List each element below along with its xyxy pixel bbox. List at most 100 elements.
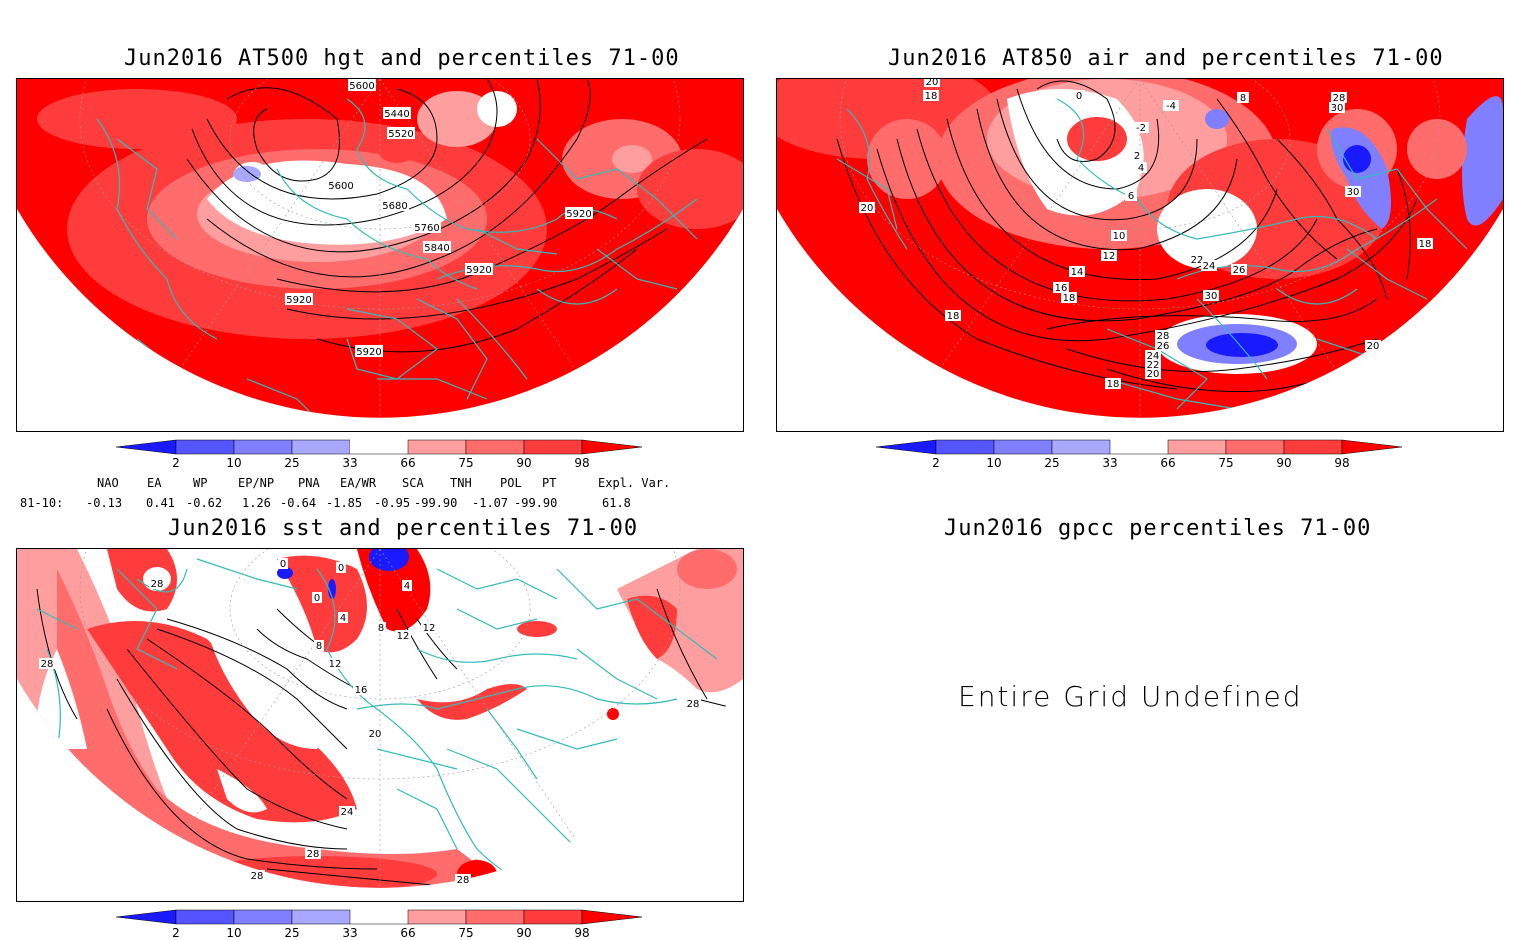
- svg-text:26: 26: [1233, 265, 1246, 276]
- colorbar-tick: 33: [342, 926, 357, 940]
- colorbar-tick: 90: [516, 456, 531, 470]
- svg-text:5520: 5520: [388, 129, 413, 140]
- index-value: 0.41: [146, 496, 175, 510]
- svg-text:28: 28: [151, 579, 164, 590]
- svg-text:-2: -2: [1136, 123, 1146, 134]
- contour-label: 5600: [327, 179, 355, 192]
- colorbar-tick: 66: [1160, 456, 1175, 470]
- contour-label: 5440: [383, 107, 411, 120]
- contour-label: 5920: [355, 345, 383, 358]
- index-value: -0.13: [86, 496, 123, 510]
- svg-text:28: 28: [1157, 331, 1170, 342]
- colorbar-tick: 98: [574, 926, 589, 940]
- svg-text:28: 28: [251, 871, 264, 882]
- colorbar-tick: 2: [172, 456, 180, 470]
- svg-text:0: 0: [338, 563, 344, 574]
- svg-text:5680: 5680: [382, 201, 407, 212]
- colorbar-tick: 2: [932, 456, 940, 470]
- svg-text:0: 0: [314, 593, 320, 604]
- svg-text:4: 4: [404, 581, 410, 592]
- colorbar-hgt500: 2 10 25 33 66 75 90 98: [115, 439, 646, 470]
- colorbar-tick: 25: [284, 456, 299, 470]
- svg-text:4: 4: [340, 613, 346, 624]
- undefined-grid-message: Entire Grid Undefined: [958, 680, 1303, 713]
- svg-text:28: 28: [307, 849, 320, 860]
- svg-text:22: 22: [1191, 255, 1204, 266]
- svg-text:18: 18: [1419, 239, 1432, 250]
- index-header: PNA: [298, 476, 320, 490]
- svg-text:20: 20: [926, 79, 939, 88]
- svg-text:16: 16: [1055, 283, 1068, 294]
- svg-text:20: 20: [369, 729, 382, 740]
- air850-contour-labels: 20 18 0 -4 8 28 30 -2 2 4 6 30 20 10 12 …: [859, 79, 1433, 390]
- svg-text:30: 30: [1205, 291, 1218, 302]
- svg-text:5840: 5840: [424, 243, 449, 254]
- index-header: POL: [500, 476, 522, 490]
- index-value: -0.95: [374, 496, 411, 510]
- svg-text:12: 12: [329, 659, 342, 670]
- svg-text:28: 28: [687, 699, 700, 710]
- svg-text:5600: 5600: [349, 81, 374, 92]
- colorbar-tick: 10: [226, 456, 241, 470]
- sst-contour-labels: 28 0 0 4 0 4 8 12 12 8 12 16 20 24 28 28…: [39, 558, 701, 886]
- svg-text:6: 6: [1128, 191, 1134, 202]
- index-header: EP/NP: [238, 476, 275, 490]
- colorbar-tick: 33: [1102, 456, 1117, 470]
- index-header: PT: [542, 476, 557, 490]
- colorbar-tick: 90: [516, 926, 531, 940]
- colorbar-sst: 2 10 25 33 66 75 90 98: [115, 909, 646, 940]
- svg-text:30: 30: [1331, 103, 1344, 114]
- index-value: -99.90: [514, 496, 558, 510]
- contour-label: 5520: [387, 127, 415, 140]
- svg-text:-4: -4: [1166, 101, 1176, 112]
- svg-text:20: 20: [1147, 369, 1160, 380]
- index-value: -99.90: [414, 496, 458, 510]
- svg-text:28: 28: [1333, 93, 1346, 104]
- svg-text:18: 18: [1063, 293, 1076, 304]
- svg-text:12: 12: [397, 631, 410, 642]
- svg-text:28: 28: [41, 659, 54, 670]
- teleconnection-indices: NAO EA WP EP/NP PNA EA/WR SCA TNH POL PT…: [20, 476, 720, 512]
- contour-label: 5840: [423, 241, 451, 254]
- colorbar-tick: 75: [1218, 456, 1233, 470]
- svg-text:28: 28: [457, 875, 470, 886]
- index-header: Expl. Var.: [598, 476, 671, 490]
- index-value: -1.07: [472, 496, 509, 510]
- index-header: EA: [147, 476, 162, 490]
- svg-text:10: 10: [1113, 231, 1126, 242]
- contour-label: 5920: [465, 263, 493, 276]
- svg-text:24: 24: [1203, 261, 1216, 272]
- svg-text:5600: 5600: [328, 181, 353, 192]
- panel-title-sst: Jun2016 sst and percentiles 71-00: [168, 516, 639, 541]
- index-header: NAO: [97, 476, 119, 490]
- svg-text:5760: 5760: [414, 223, 439, 234]
- contour-label: 5920: [285, 293, 313, 306]
- map-hgt500-svg: 5600 5440 5520 5600 5680 5760 5840 5920 …: [17, 79, 743, 418]
- svg-text:20: 20: [1367, 341, 1380, 352]
- index-value: 1.26: [242, 496, 271, 510]
- svg-text:12: 12: [423, 623, 436, 634]
- colorbar-tick: 2: [172, 926, 180, 940]
- svg-text:18: 18: [947, 311, 960, 322]
- map-panel-hgt500: 5600 5440 5520 5600 5680 5760 5840 5920 …: [16, 78, 744, 432]
- contour-label: 5600: [348, 79, 376, 92]
- contour-label: 5920: [565, 207, 593, 220]
- svg-text:2: 2: [1134, 151, 1140, 162]
- svg-text:8: 8: [378, 623, 384, 634]
- map-air850-svg: 20 18 0 -4 8 28 30 -2 2 4 6 30 20 10 12 …: [777, 79, 1503, 418]
- index-header: SCA: [402, 476, 424, 490]
- index-value: -1.85: [326, 496, 363, 510]
- svg-text:14: 14: [1071, 267, 1084, 278]
- colorbar-tick: 98: [1334, 456, 1349, 470]
- colorbar-tick: 75: [458, 926, 473, 940]
- svg-text:24: 24: [1147, 351, 1160, 362]
- index-value: 61.8: [602, 496, 631, 510]
- svg-text:5920: 5920: [286, 295, 311, 306]
- colorbar-tick: 66: [400, 926, 415, 940]
- colorbar-tick: 90: [1276, 456, 1291, 470]
- colorbar-tick: 10: [226, 926, 241, 940]
- contour-label: 5680: [381, 199, 409, 212]
- colorbar-tick: 25: [1044, 456, 1059, 470]
- svg-text:24: 24: [341, 807, 354, 818]
- map-panel-air850: 20 18 0 -4 8 28 30 -2 2 4 6 30 20 10 12 …: [776, 78, 1504, 432]
